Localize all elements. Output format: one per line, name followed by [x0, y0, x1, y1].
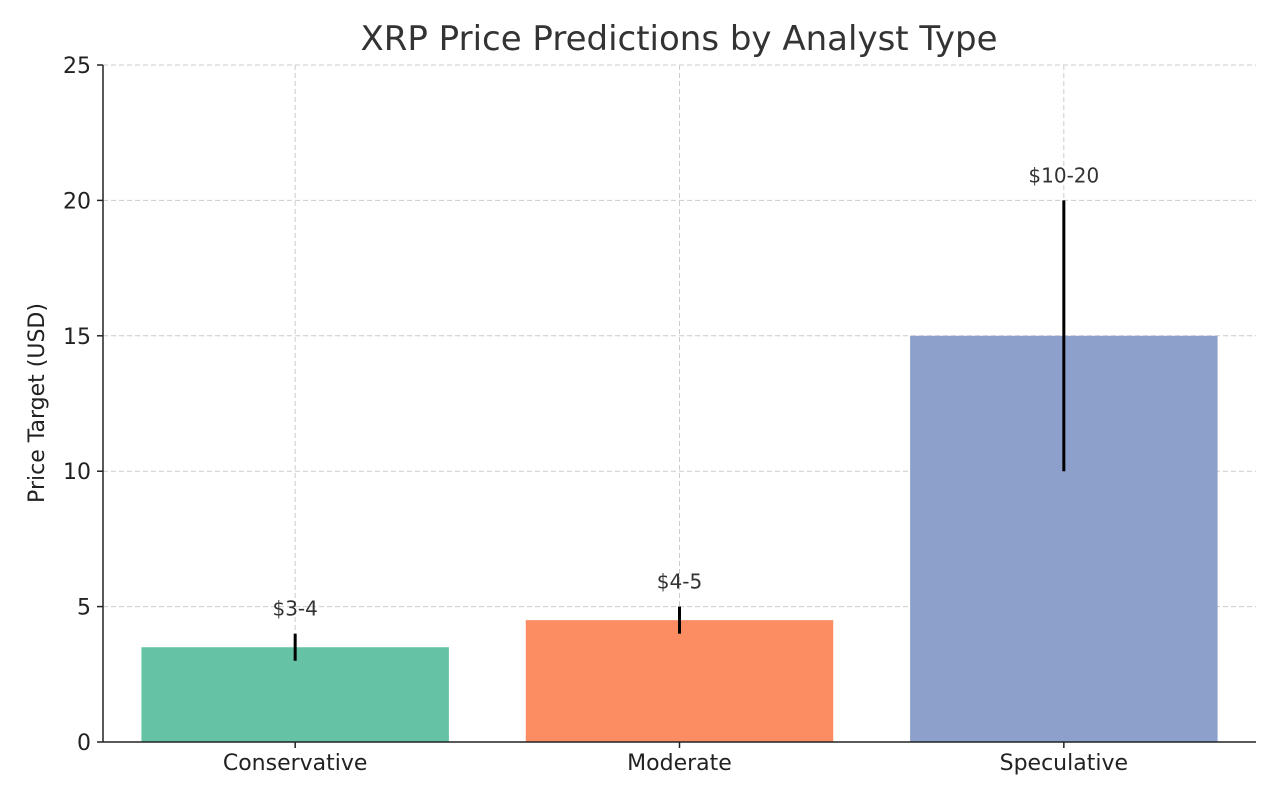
data-label: $10-20	[1028, 163, 1099, 187]
grid-lines	[103, 64, 1256, 742]
y-tick-label: 20	[63, 189, 91, 214]
y-axis-label: Price Target (USD)	[25, 303, 50, 503]
bars	[141, 335, 1218, 742]
x-tick-label: Moderate	[627, 751, 732, 776]
y-tick-label: 25	[63, 54, 91, 79]
bar-moderate	[525, 620, 834, 742]
data-label: $4-5	[657, 570, 702, 594]
data-labels: $3-4 $4-5 $10-20	[272, 163, 1099, 620]
y-tick-label: 15	[63, 325, 91, 350]
x-tick-label: Conservative	[223, 751, 368, 776]
axes	[97, 64, 1256, 748]
x-tick-label: Speculative	[1000, 751, 1128, 776]
data-label: $3-4	[272, 597, 317, 621]
tick-labels: 0 5 10 15 20 25 Conservative Moderate Speculativ…	[63, 54, 1128, 776]
error-bars	[293, 200, 1066, 661]
y-tick-label: 0	[77, 731, 91, 756]
chart-title: XRP Price Predictions by Analyst Type	[360, 19, 997, 59]
y-tick-label: 10	[63, 460, 91, 485]
y-tick-label: 5	[77, 596, 91, 621]
bar-conservative	[141, 647, 449, 742]
